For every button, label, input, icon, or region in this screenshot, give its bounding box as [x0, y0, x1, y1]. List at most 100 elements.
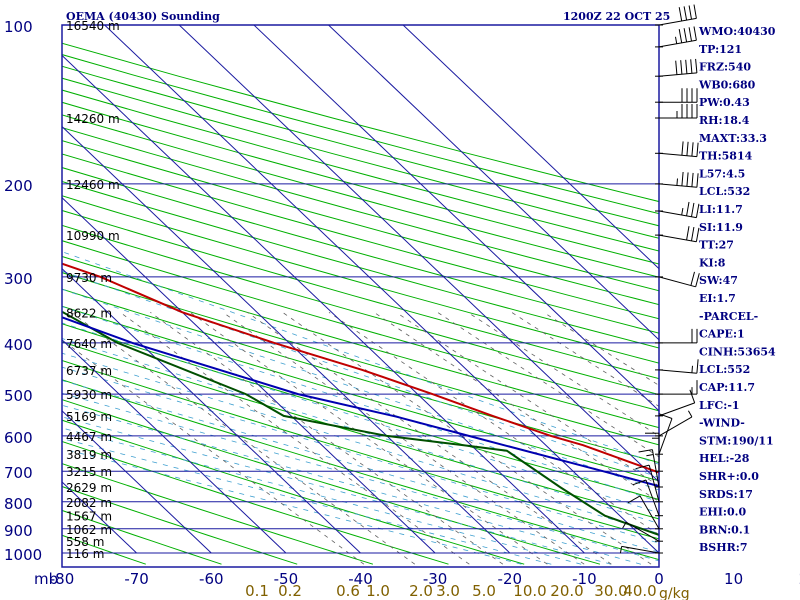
moist-adiabat	[62, 366, 659, 544]
dry-adiabat	[62, 305, 659, 482]
wind-barb-flag	[681, 171, 684, 186]
wind-barb-flag	[635, 464, 650, 470]
index-item: BRN:0.1	[699, 523, 750, 536]
wind-barb-shaft	[658, 416, 693, 437]
index-item: HEL:-28	[699, 452, 750, 465]
dry-adiabat	[62, 89, 659, 252]
index-item: WMO:40430	[698, 25, 776, 38]
wind-barb	[655, 380, 698, 395]
moist-adiabat	[62, 438, 552, 565]
wind-barb	[627, 495, 663, 530]
wind-barb-shaft	[658, 276, 696, 288]
wind-barb-flag	[686, 141, 689, 156]
dry-adiabat	[62, 272, 659, 446]
wind-barb-flag	[680, 60, 683, 75]
wind-barb-shaft	[658, 418, 673, 455]
height-label: 14260 m	[66, 112, 120, 126]
isotherm	[253, 25, 659, 412]
height-label: 1567 m	[66, 510, 112, 524]
index-item: TP:121	[699, 43, 742, 56]
height-label: 9730 m	[66, 271, 112, 285]
wind-barb-flag	[627, 495, 641, 504]
dry-adiabat	[62, 440, 449, 565]
wind-barb-flag	[619, 546, 623, 554]
temperature-tick-label: -50	[274, 570, 299, 588]
wind-barb-shaft	[658, 210, 697, 219]
wind-barb-shaft	[658, 183, 697, 188]
moist-adiabat	[62, 251, 659, 465]
dry-adiabat	[62, 195, 659, 364]
index-item: KI:8	[699, 256, 726, 269]
mixing-ratio-line	[150, 311, 504, 565]
wind-barb-flag	[686, 201, 690, 216]
dry-adiabat	[62, 463, 374, 565]
wind-barb	[655, 58, 698, 77]
dry-adiabat	[62, 359, 659, 540]
temperature-tick-label: -40	[348, 570, 373, 588]
height-label: 2082 m	[66, 496, 112, 510]
mixing-ratio-label: 0.2	[278, 582, 302, 600]
wind-barb-shaft	[621, 545, 660, 554]
dry-adiabat	[62, 181, 659, 349]
index-item: TH:5814	[699, 150, 753, 163]
wind-barb-flag	[683, 6, 688, 21]
dry-adiabat	[62, 209, 659, 380]
index-item: LFC:-1	[699, 399, 740, 412]
pressure-tick-label: 300	[4, 270, 33, 288]
index-item: CINH:53654	[699, 345, 776, 358]
wind-barb-flag	[696, 142, 699, 157]
index-item: RH:18.4	[699, 114, 750, 127]
mixing-ratio-label: 0.1	[245, 582, 269, 600]
mixing-ratio-label: 30.0	[594, 582, 627, 600]
wind-barb-flag	[686, 226, 690, 241]
wind-barb	[638, 449, 663, 488]
series-dewpoint	[62, 310, 659, 537]
moist-adiabat	[62, 270, 659, 478]
series-parcel	[62, 316, 659, 488]
dry-adiabat	[62, 485, 298, 565]
plot-frame	[61, 24, 660, 568]
pressure-tick-label: 700	[4, 464, 33, 482]
wind-barb-flag	[691, 365, 693, 373]
height-label: 5930 m	[66, 388, 112, 402]
grid-lines	[62, 25, 659, 554]
height-label: 3819 m	[66, 448, 112, 462]
wind-barb	[655, 88, 698, 103]
wind-barb	[632, 479, 663, 517]
isotherm	[62, 125, 511, 554]
wind-barb-flag	[681, 141, 684, 156]
wind-barb-flag	[622, 521, 627, 529]
wind-barb-shaft	[658, 402, 695, 417]
wind-barb-flag	[646, 454, 654, 457]
dry-adiabat	[62, 167, 659, 334]
index-item: BSHR:7	[699, 541, 748, 554]
temperature-tick-label: 0	[654, 570, 664, 588]
mixing-ratio-line	[70, 311, 416, 565]
height-label: 16540 m	[66, 19, 120, 33]
wind-barb-flag	[675, 36, 678, 44]
mixing-ratio-label: 2.0	[409, 582, 433, 600]
mixing-ratio-label: 0.6	[336, 582, 360, 600]
wind-barb-shaft	[648, 464, 660, 502]
wind-barb	[655, 104, 698, 119]
dry-adiabat	[62, 323, 659, 501]
wind-barb	[655, 141, 699, 158]
dry-adiabat	[62, 379, 659, 561]
mixing-ratio-label: 5.0	[472, 582, 496, 600]
wind-barb-shaft	[645, 479, 660, 516]
wind-barb-flag	[690, 59, 693, 74]
temperature-tick-label: 10	[724, 570, 743, 588]
moist-adiabat	[62, 380, 659, 553]
isotherm	[62, 54, 585, 554]
isotherm	[62, 410, 212, 554]
index-item: FRZ:540	[699, 61, 751, 74]
wind-barb-flag	[632, 479, 647, 486]
index-item: SW:47	[699, 274, 738, 287]
index-item: SI:11.9	[699, 221, 743, 234]
wind-barb-flag	[686, 172, 689, 187]
wind-barb-flag	[658, 413, 673, 419]
pressure-tick-label: 900	[4, 522, 33, 540]
index-item: EHI:0.0	[699, 506, 746, 519]
